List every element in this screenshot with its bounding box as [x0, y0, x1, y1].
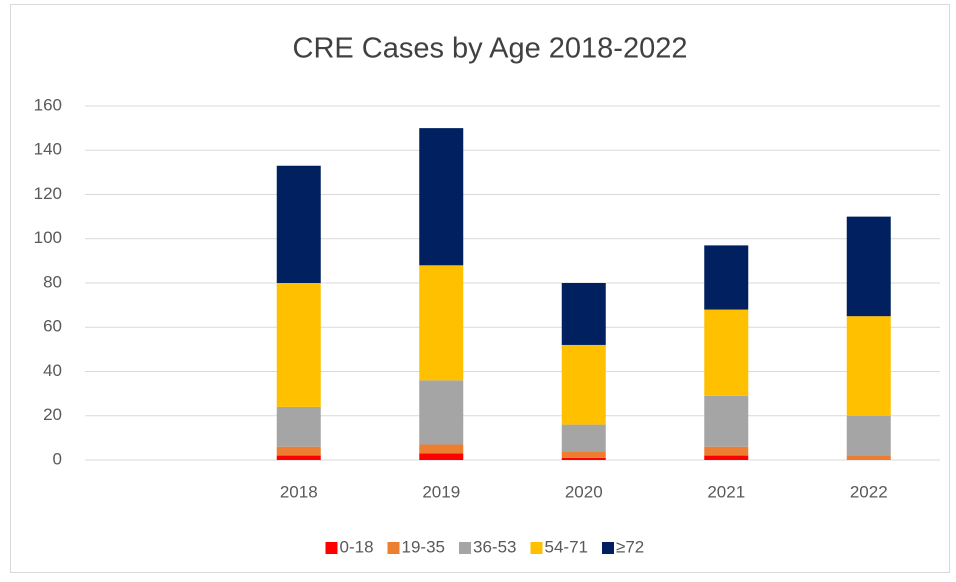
x-tick-label: 2022 [850, 482, 888, 501]
legend-swatch [387, 542, 400, 554]
bar-segment [561, 283, 606, 345]
bar-segment [704, 395, 749, 447]
x-tick-label: 2021 [707, 482, 745, 501]
bar-segment [419, 265, 464, 381]
bar-segment [419, 444, 464, 454]
bar-segment [561, 451, 606, 458]
bar-segment [561, 457, 606, 460]
legend-label: 19-35 [402, 537, 445, 556]
x-tick-label: 2019 [422, 482, 460, 501]
legend-label: 36-53 [473, 537, 516, 556]
bar-segment [276, 283, 321, 407]
bar-segment [846, 455, 891, 460]
legend-label: 54-71 [545, 537, 588, 556]
chart-border [10, 4, 950, 573]
y-tick-label: 120 [34, 184, 62, 203]
chart-title: CRE Cases by Age 2018-2022 [293, 33, 688, 65]
bar-segment [704, 245, 749, 310]
bar-segment [276, 165, 321, 283]
bar-segment [561, 424, 606, 452]
bar-segment [419, 453, 464, 460]
bar-segment [846, 316, 891, 416]
bar-segment [846, 415, 891, 456]
bar-segment [704, 309, 749, 396]
y-tick-label: 100 [34, 228, 62, 247]
legend-swatch [459, 542, 471, 554]
bar-segment [276, 406, 321, 447]
y-tick-label: 80 [43, 272, 62, 291]
y-tick-label: 60 [43, 317, 62, 336]
x-tick-label: 2018 [280, 482, 318, 501]
x-tick-label: 2020 [565, 482, 603, 501]
bar-segment [276, 446, 321, 456]
bar-segment [704, 455, 749, 460]
bar-segment [846, 216, 891, 317]
y-tick-label: 160 [34, 95, 62, 114]
legend-label: ≥72 [616, 537, 644, 556]
legend-swatch [602, 542, 614, 554]
legend-label: 0-18 [340, 537, 374, 556]
bar-segment [419, 380, 464, 445]
y-tick-label: 20 [43, 405, 62, 424]
bar-segment [561, 344, 606, 425]
bar-segment [276, 455, 321, 460]
legend-swatch [530, 542, 543, 554]
bar-segment [704, 446, 749, 456]
y-tick-label: 0 [53, 449, 62, 468]
bar-segment [419, 128, 464, 266]
y-tick-label: 140 [34, 140, 62, 159]
legend-swatch [325, 542, 338, 554]
y-tick-label: 40 [43, 361, 62, 380]
